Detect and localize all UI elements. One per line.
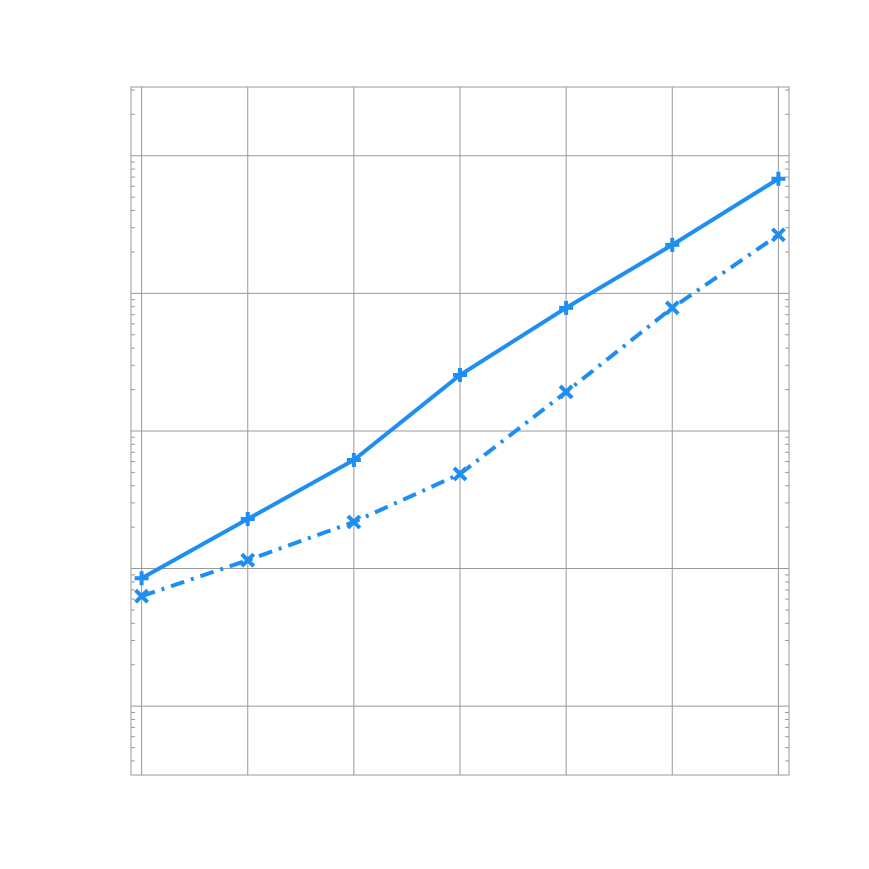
marker <box>665 237 680 252</box>
marker <box>664 300 680 316</box>
marker <box>770 227 786 243</box>
marker <box>771 171 786 186</box>
marker <box>240 552 256 568</box>
marker <box>346 453 361 468</box>
marker <box>558 384 574 400</box>
marker <box>346 514 362 530</box>
marker <box>452 466 468 482</box>
marker <box>559 300 574 315</box>
marker <box>453 368 467 383</box>
marker <box>134 588 150 604</box>
marker <box>134 571 149 586</box>
marker <box>240 512 255 527</box>
plot-frame <box>130 86 790 776</box>
